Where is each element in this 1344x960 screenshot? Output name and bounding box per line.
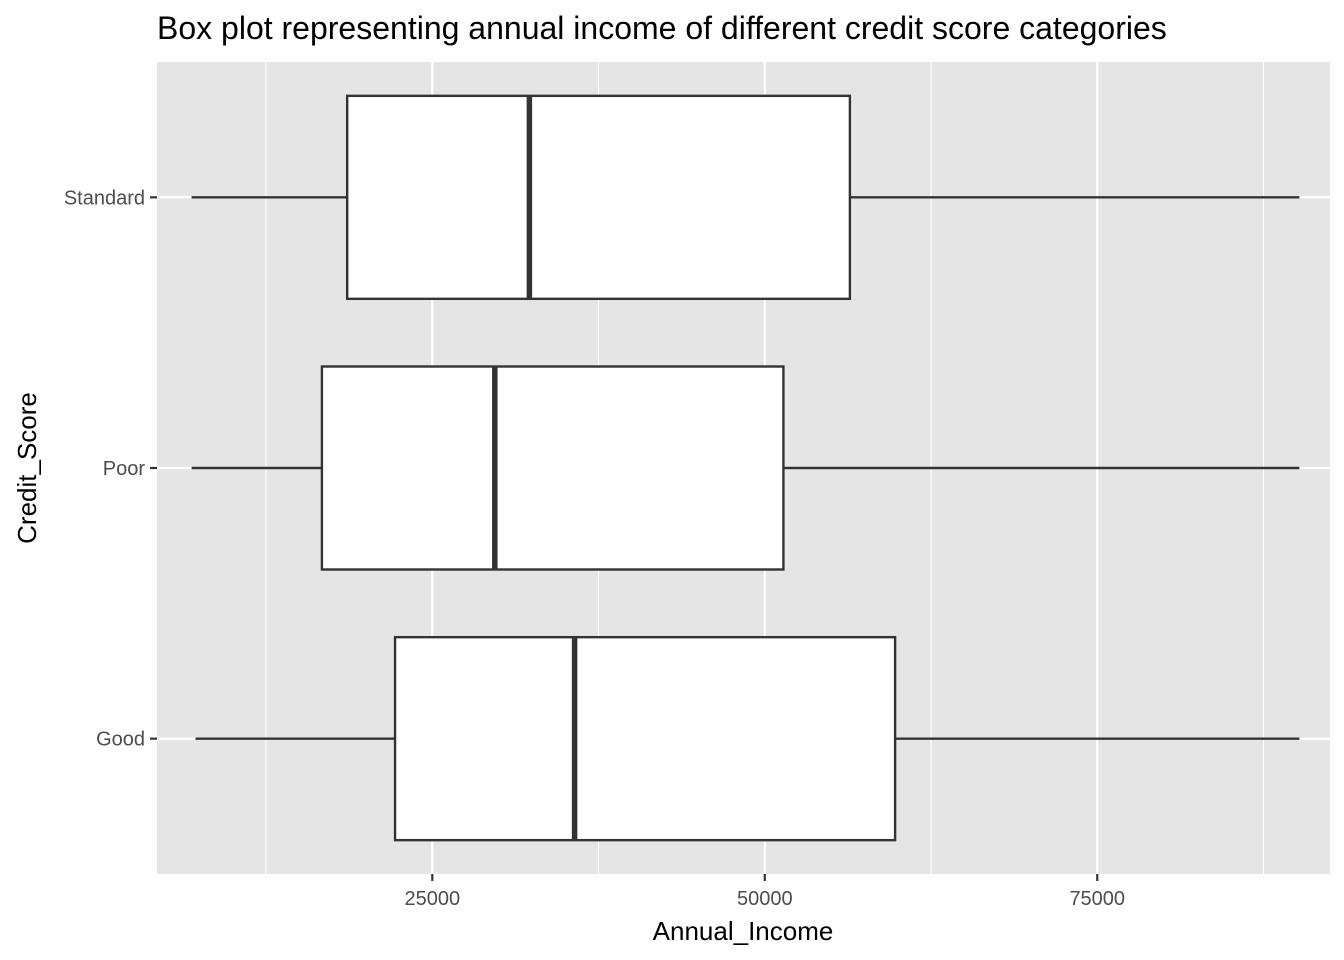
y-tick-label: Poor bbox=[103, 458, 146, 480]
x-tick-label: 25000 bbox=[404, 888, 460, 910]
box-good bbox=[195, 635, 1300, 842]
iqr-box bbox=[393, 635, 897, 842]
y-axis-title: Credit_Score bbox=[12, 392, 42, 544]
iqr-box bbox=[320, 365, 785, 571]
x-tick-label: 75000 bbox=[1069, 888, 1125, 910]
box-poor bbox=[191, 365, 1300, 571]
y-tick-label: Good bbox=[96, 729, 145, 751]
x-axis-title: Annual_Income bbox=[653, 916, 834, 946]
boxes bbox=[191, 94, 1300, 842]
chart-title: Box plot representing annual income of d… bbox=[157, 10, 1167, 46]
x-tick-label: 50000 bbox=[737, 888, 793, 910]
y-tick-label: Standard bbox=[64, 187, 145, 209]
axes: 25000 50000 75000 Good Poor Standard bbox=[64, 187, 1125, 910]
iqr-box bbox=[345, 94, 852, 301]
box-standard bbox=[191, 94, 1300, 301]
